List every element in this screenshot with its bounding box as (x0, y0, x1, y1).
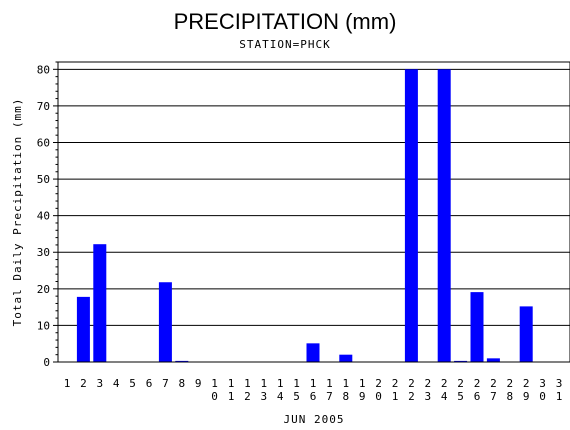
y-tick-label: 80 (37, 63, 50, 76)
x-tick-label: 7 (162, 377, 169, 390)
x-axis-label: JUN 2005 (284, 413, 345, 426)
plot-frame (57, 61, 570, 363)
x-tick-label: 5 (129, 377, 136, 390)
y-tick-label: 0 (43, 356, 50, 369)
x-tick-label: 8 (178, 377, 185, 390)
bar-day-29 (519, 306, 533, 362)
y-tick-label: 40 (37, 210, 50, 223)
chart-title: PRECIPITATION (mm) (174, 9, 397, 34)
y-axis-ticks: 0 10 20 30 40 50 60 70 80 (37, 61, 58, 369)
y-tick-label: 70 (37, 100, 50, 113)
bar-day-2 (76, 296, 90, 362)
chart-subtitle: STATION=PHCK (239, 38, 330, 51)
x-tick-label: 1 (64, 377, 71, 390)
y-axis-label: Total Daily Precipitation (mm) (11, 98, 24, 327)
x-tick-label: 4 (113, 377, 120, 390)
bar-day-25 (454, 360, 468, 362)
y-tick-label: 10 (37, 319, 50, 332)
x-tick-label: 9 (195, 377, 202, 390)
bar-day-22 (404, 69, 418, 362)
bar-day-24 (437, 69, 451, 362)
bar-day-7 (158, 282, 172, 362)
bar-day-3 (93, 244, 107, 362)
y-tick-label: 20 (37, 283, 50, 296)
x-tick-label: 6 (146, 377, 153, 390)
bar-day-27 (486, 358, 500, 362)
bar-day-16 (306, 343, 320, 362)
gridlines (58, 68, 570, 326)
y-tick-label: 30 (37, 246, 50, 259)
bar-day-26 (470, 292, 484, 362)
x-tick-label: 2 (80, 377, 87, 390)
x-axis-ticks: 1 2 3 4 5 6 7 8 9 1 01 11 21 31 41 51 61 71 81 92 02 12 22 32 42… (64, 377, 563, 403)
y-tick-label: 50 (37, 173, 50, 186)
x-tick-label: 3 (96, 377, 103, 390)
bars (76, 69, 533, 362)
y-tick-label: 60 (37, 136, 50, 149)
bar-day-18 (339, 354, 353, 362)
bar-day-8 (175, 360, 189, 362)
